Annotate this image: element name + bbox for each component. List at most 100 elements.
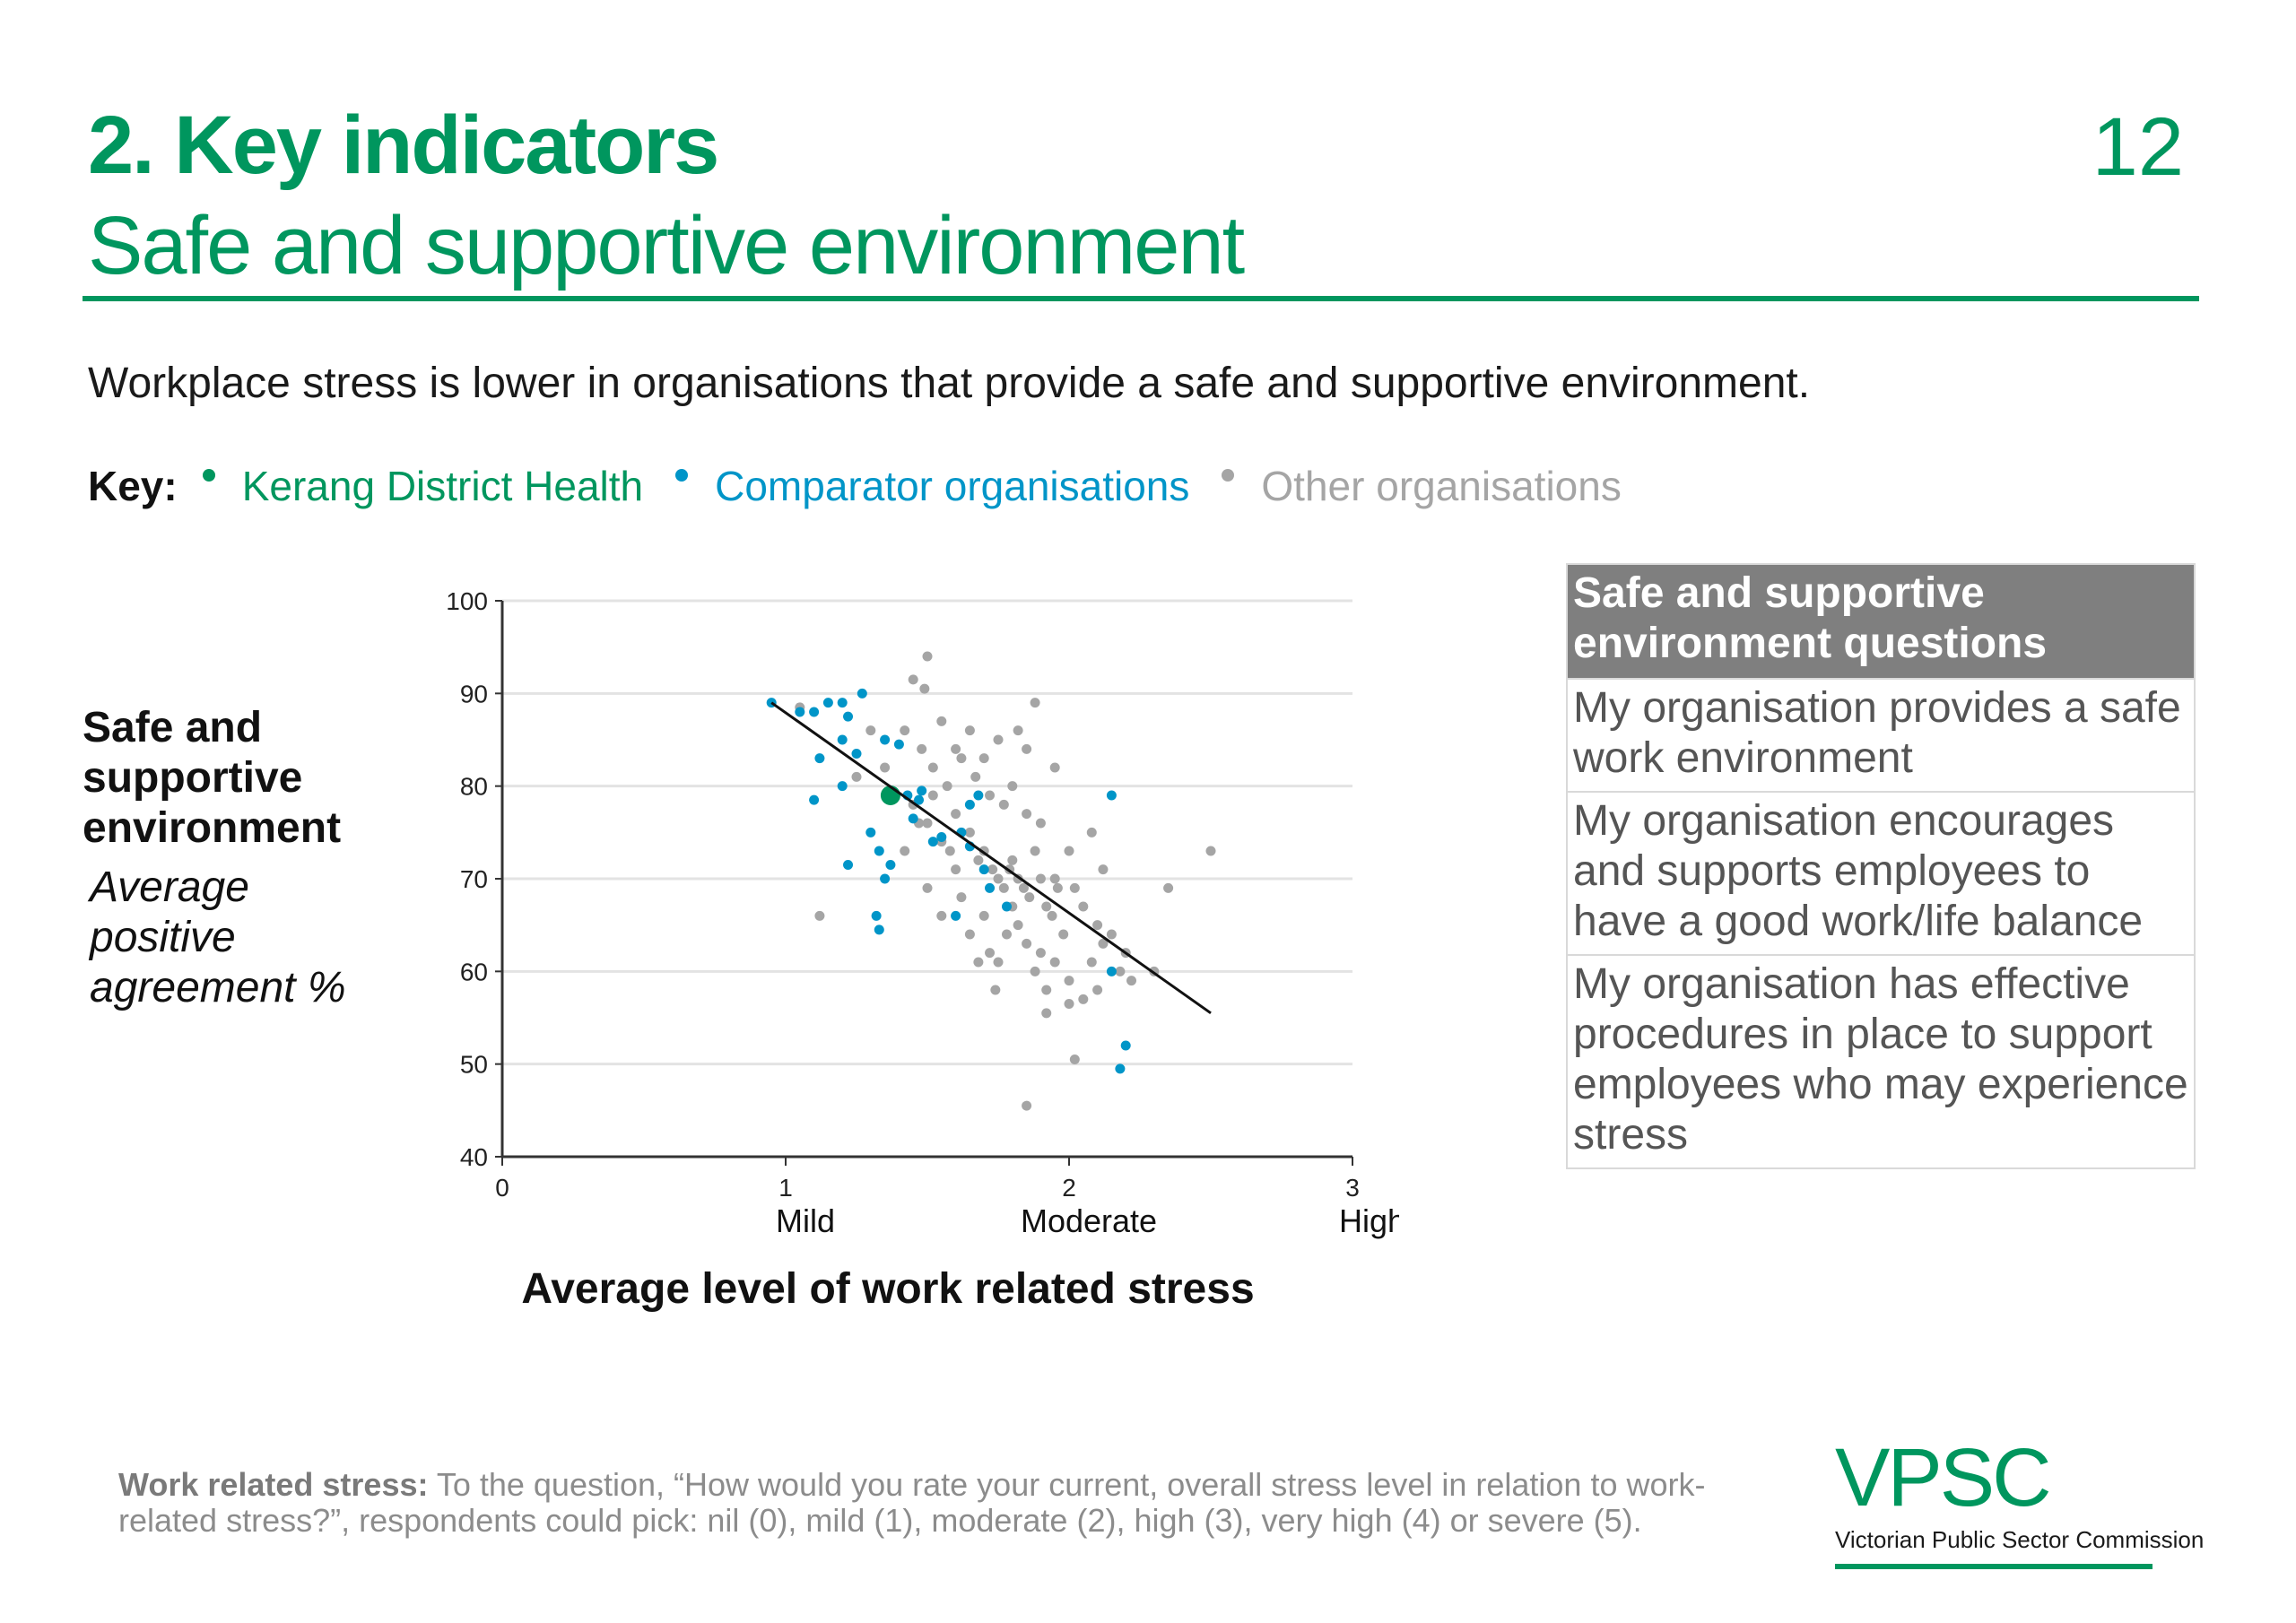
point-other	[1013, 920, 1023, 931]
point-other	[998, 799, 1009, 810]
point-other	[1086, 957, 1097, 968]
x-axis-title: Average level of work related stress	[521, 1265, 1255, 1313]
point-comparator	[978, 864, 989, 875]
point-other	[1098, 938, 1109, 949]
point-other	[1092, 920, 1103, 931]
point-comparator	[964, 799, 975, 810]
point-comparator	[908, 813, 918, 824]
point-comparator	[880, 873, 891, 884]
point-comparator	[985, 882, 996, 893]
point-other	[942, 781, 952, 792]
point-comparator	[809, 794, 820, 805]
point-other	[956, 753, 967, 764]
table-row: My organisation provides a safe work env…	[1566, 678, 2196, 793]
y-axis-label: Safe and supportive environment Average …	[83, 703, 387, 1013]
point-comparator	[917, 785, 927, 796]
page-subtitle: Safe and supportive environment	[88, 200, 1245, 291]
point-other	[951, 864, 961, 875]
legend-dot-other	[1222, 469, 1235, 482]
point-other	[987, 864, 998, 875]
question-cell: My organisation encourages and supports …	[1566, 791, 2196, 956]
point-other	[1018, 882, 1029, 893]
point-other	[973, 855, 984, 865]
y-axis-subtitle: Average positive agreement %	[90, 864, 346, 1011]
point-other	[985, 948, 996, 959]
legend-text-comparator: Comparator organisations	[715, 463, 1190, 509]
point-other	[922, 651, 933, 662]
point-other	[1041, 1008, 1052, 1019]
point-other	[927, 762, 938, 773]
point-other	[993, 957, 1004, 968]
point-other	[998, 882, 1009, 893]
point-other	[1106, 929, 1117, 940]
point-other	[1069, 882, 1080, 893]
legend: Key: Kerang District Health Comparator o…	[88, 459, 1654, 513]
point-other	[908, 674, 918, 685]
point-comparator	[851, 749, 862, 759]
point-comparator	[822, 698, 833, 708]
point-other	[1041, 901, 1052, 912]
point-comparator	[837, 698, 848, 708]
point-comparator	[1001, 901, 1012, 912]
point-comparator	[865, 827, 876, 838]
legend-text-other: Other organisations	[1261, 463, 1622, 509]
point-other	[851, 771, 862, 782]
footnote: Work related stress: To the question, “H…	[118, 1467, 1778, 1539]
page-title: 2. Key indicators	[88, 100, 719, 191]
question-cell: My organisation has effective procedures…	[1566, 954, 2196, 1169]
point-other	[964, 929, 975, 940]
point-comparator	[1106, 790, 1117, 801]
point-other	[922, 818, 933, 829]
point-other	[964, 827, 975, 838]
point-comparator	[1115, 1063, 1126, 1074]
point-comparator	[874, 924, 884, 935]
questions-table: Safe and supportive environment question…	[1566, 563, 2196, 1169]
point-other	[1098, 864, 1109, 875]
questions-table-header: Safe and supportive environment question…	[1566, 563, 2196, 680]
legend-item-kerang: Kerang District Health	[202, 462, 644, 510]
header-divider	[83, 296, 2199, 301]
point-other	[970, 771, 981, 782]
legend-text-kerang: Kerang District Health	[241, 463, 644, 509]
point-other	[936, 716, 947, 726]
point-comparator	[857, 688, 867, 699]
legend-dot-comparator	[675, 469, 689, 482]
point-other	[1035, 873, 1046, 884]
point-comparator	[936, 832, 947, 842]
point-other	[1022, 809, 1032, 820]
point-other	[1052, 882, 1063, 893]
x-tick-label: 1	[778, 1174, 793, 1202]
point-other	[1078, 901, 1089, 912]
point-comparator	[874, 846, 884, 856]
point-other	[1022, 743, 1032, 754]
point-other	[1022, 938, 1032, 949]
point-other	[1007, 781, 1018, 792]
point-other	[1041, 985, 1052, 995]
point-other	[1007, 855, 1018, 865]
point-other	[1064, 846, 1074, 856]
point-other	[927, 790, 938, 801]
footnote-bold: Work related stress:	[118, 1466, 429, 1503]
point-other	[1049, 873, 1060, 884]
point-other	[917, 743, 927, 754]
point-other	[1024, 892, 1035, 903]
legend-label: Key:	[88, 463, 178, 509]
point-comparator	[1106, 966, 1117, 976]
point-other	[978, 753, 989, 764]
point-other	[1092, 985, 1103, 995]
point-other	[978, 910, 989, 921]
footnote-text: To the question, “How would you rate you…	[118, 1466, 1706, 1539]
intro-text: Workplace stress is lower in organisatio…	[88, 360, 1811, 407]
logo-mark: VPSC	[1835, 1432, 2052, 1523]
y-axis-title: Safe and supportive environment	[83, 704, 342, 852]
point-other	[1064, 999, 1074, 1009]
point-other	[1049, 957, 1060, 968]
point-other	[814, 910, 825, 921]
point-other	[865, 725, 876, 736]
point-comparator	[951, 910, 961, 921]
point-other	[990, 985, 1001, 995]
point-other	[1126, 976, 1137, 986]
point-comparator	[885, 860, 896, 870]
scatter-chart: 40 50 60 70 80 90 100 0 1 2 3 Mild Moderate High	[446, 587, 1399, 1239]
point-other	[900, 725, 910, 736]
